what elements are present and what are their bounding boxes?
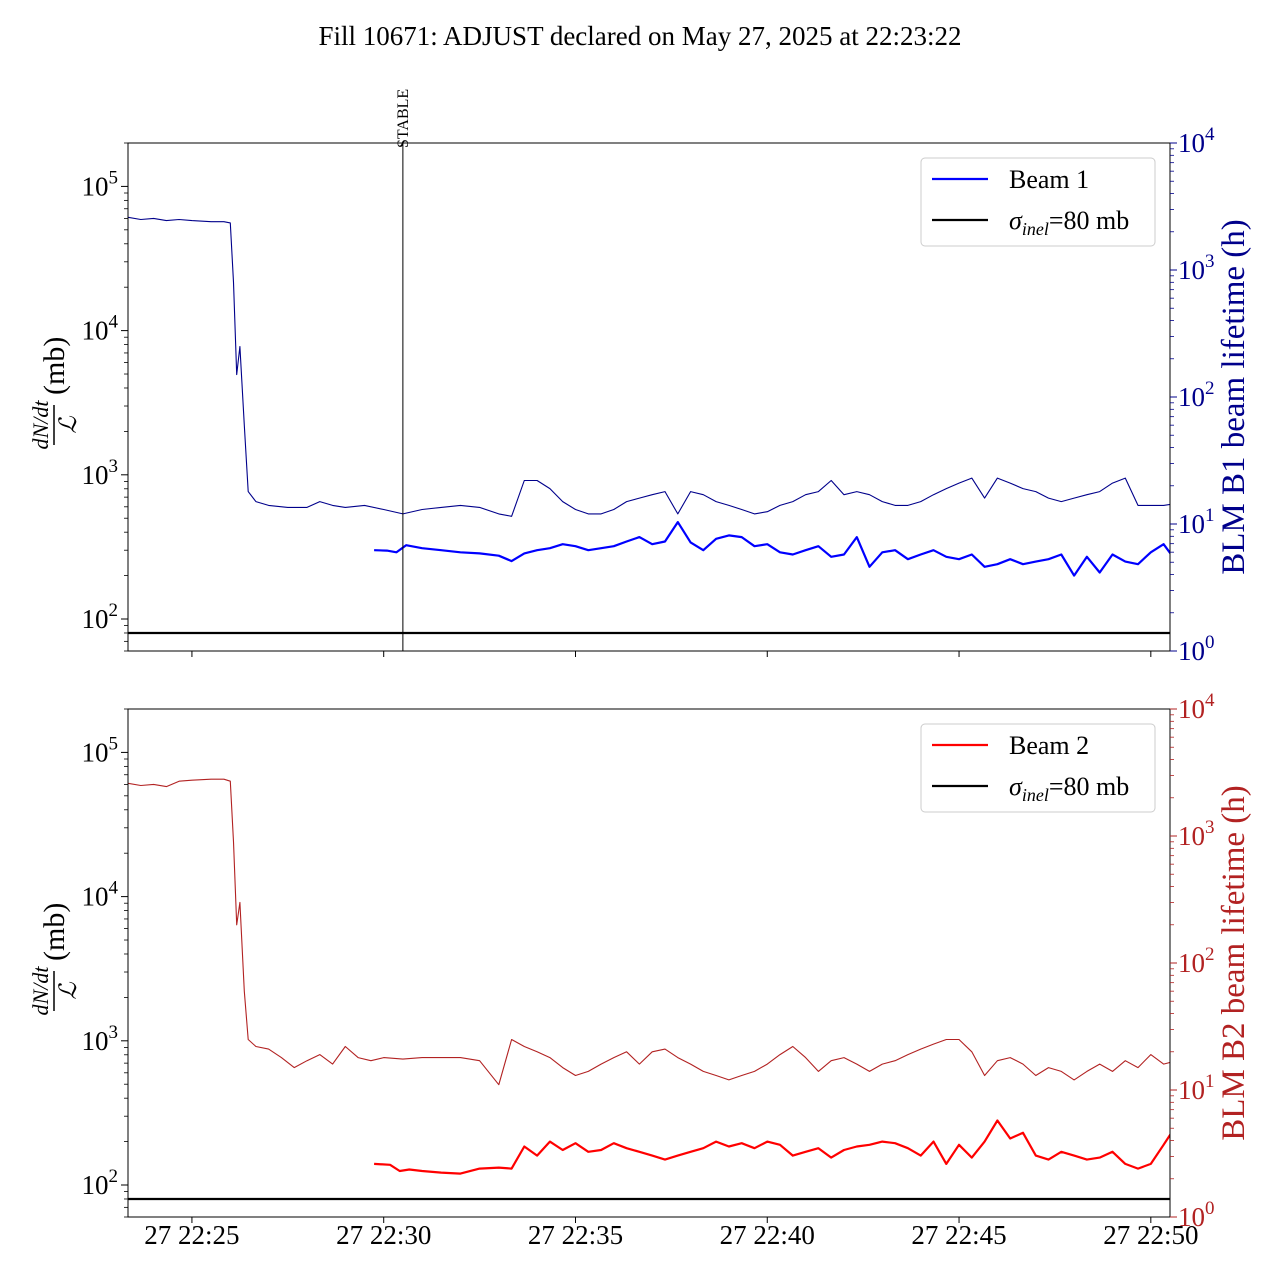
bottom-ytick-label: 105	[82, 733, 119, 767]
top-ytick-label: 105	[82, 167, 119, 201]
bottom-secondary-ytick-label: 102	[1178, 944, 1215, 978]
top-secondary-ytick-label: 100	[1178, 632, 1215, 666]
top-lifetime-line	[128, 216, 1170, 517]
top-ylabel-numerator: dN/dt	[28, 400, 53, 450]
bottom-ytick-label: 104	[82, 878, 119, 912]
bottom-series-group	[128, 778, 1170, 1201]
top-secondary-ytick-label: 102	[1178, 378, 1215, 412]
bottom-panel: 102 103 104 105 100 101 102 103 104 27 22:25 27 22…	[28, 690, 1252, 1250]
xtick-label: 27 22:35	[528, 1220, 623, 1250]
bottom-secondary-ytick-label: 100	[1178, 1198, 1215, 1232]
top-ylabel-denominator: ℒ	[56, 416, 82, 434]
top-secondary-ytick-label: 104	[1178, 124, 1215, 158]
bottom-ylabel-unit: (mb)	[38, 903, 71, 961]
top-ytick-label: 102	[82, 600, 119, 634]
bottom-ylabel-denominator: ℒ	[56, 982, 82, 1000]
bottom-ylabel: dN/dt ℒ (mb)	[28, 903, 82, 1016]
bottom-secondary-ytick-label: 104	[1178, 690, 1215, 724]
top-ylabel-unit: (mb)	[38, 337, 71, 395]
bottom-secondary-ytick-label: 101	[1178, 1071, 1215, 1105]
xtick-label: 27 22:50	[1103, 1220, 1198, 1250]
bottom-secondary-ylabel: BLM B2 beam lifetime (h)	[1216, 785, 1252, 1141]
bottom-rate-line	[374, 1119, 1170, 1175]
xtick-label: 27 22:45	[911, 1220, 1006, 1250]
xtick-label: 27 22:30	[336, 1220, 431, 1250]
stable-marker-label: STABLE	[395, 89, 412, 148]
figure-title: Fill 10671: ADJUST declared on May 27, 2…	[319, 21, 962, 51]
top-secondary-ylabel: BLM B1 beam lifetime (h)	[1216, 219, 1252, 575]
top-rate-line	[374, 521, 1170, 577]
bottom-ylabel-numerator: dN/dt	[28, 966, 53, 1016]
top-panel: STABLE 102 103 104 105 100 101 102 103 104 dN/dt ℒ (…	[28, 89, 1252, 666]
bottom-lifetime-line	[128, 778, 1170, 1086]
top-legend: Beam 1 σinel=80 mb	[920, 157, 1156, 247]
top-ylabel: dN/dt ℒ (mb)	[28, 337, 82, 450]
top-legend-label: Beam 1	[1009, 165, 1089, 194]
top-series-group	[128, 216, 1170, 635]
bottom-ytick-label: 102	[82, 1166, 119, 1200]
top-ytick-label: 103	[82, 456, 119, 490]
bottom-legend-label: σinel=80 mb	[1009, 772, 1129, 805]
top-secondary-ytick-label: 103	[1178, 251, 1215, 285]
bottom-legend-label: Beam 2	[1009, 731, 1089, 760]
bottom-secondary-ytick-label: 103	[1178, 817, 1215, 851]
top-ytick-label: 104	[82, 312, 119, 346]
xtick-label: 27 22:25	[144, 1220, 239, 1250]
bottom-ytick-label: 103	[82, 1022, 119, 1056]
top-secondary-ytick-label: 101	[1178, 505, 1215, 539]
bottom-legend: Beam 2 σinel=80 mb	[920, 723, 1156, 813]
top-legend-label: σinel=80 mb	[1009, 206, 1129, 239]
xtick-label: 27 22:40	[720, 1220, 815, 1250]
